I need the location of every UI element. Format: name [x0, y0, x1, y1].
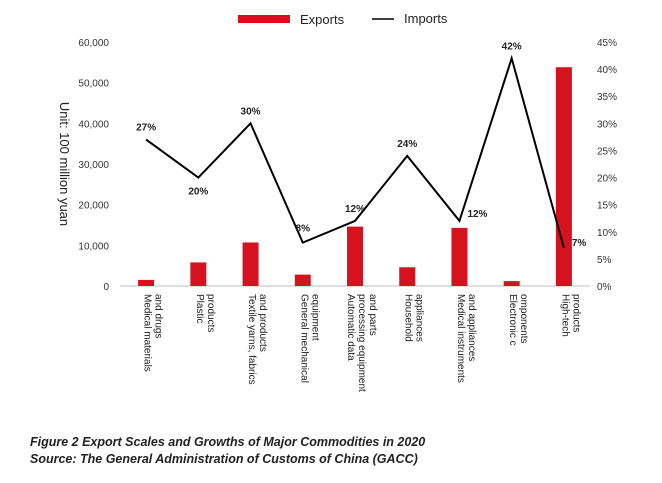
- x-tick-label-line: products: [570, 294, 581, 332]
- x-tick-label: General mechanical equipment: [298, 294, 320, 383]
- x-tick-label: Automatic data processing equipment and pa…: [345, 294, 378, 392]
- x-tick-label-line: High-tech: [559, 294, 570, 337]
- x-tick-label-line: Plastic: [194, 294, 205, 323]
- x-tick-label: Medical materials and drugs: [142, 294, 164, 372]
- y2-tick-label: 30%: [597, 119, 617, 130]
- data-label-imports: 7%: [572, 238, 587, 249]
- bar-exports: [242, 242, 259, 286]
- x-tick-label-line: and products: [257, 294, 268, 352]
- data-label-imports: 24%: [397, 139, 417, 150]
- x-tick-label-line: processing equipment: [356, 294, 367, 392]
- data-label-imports: 30%: [241, 106, 261, 117]
- y-tick-label: 0: [103, 282, 109, 293]
- y2-tick-label: 35%: [597, 92, 617, 103]
- line-imports: [145, 54, 565, 249]
- y2-tick-label: 45%: [597, 38, 617, 49]
- data-label-imports: 12%: [467, 209, 487, 220]
- x-tick-label-line: Medical instruments: [455, 294, 466, 383]
- data-label-imports: 42%: [502, 41, 522, 52]
- y2-tick-label: 25%: [597, 146, 617, 157]
- data-label-imports: 20%: [188, 187, 208, 198]
- x-tick-label: Electronic c omponents: [507, 294, 529, 346]
- y-tick-label: 30,000: [78, 160, 109, 171]
- y2-tick-label: 0%: [597, 282, 612, 293]
- y2-tick-label: 15%: [597, 201, 617, 212]
- x-tick-label-line: and parts: [367, 294, 378, 336]
- bar-exports: [399, 267, 416, 286]
- bar-exports: [451, 227, 468, 286]
- bar-exports: [347, 226, 363, 286]
- y-tick-label: 20,000: [78, 201, 109, 212]
- y2-tick-label: 5%: [597, 255, 612, 266]
- x-tick-label-line: Medical materials: [142, 294, 153, 372]
- x-tick-label: Medical instruments and appliances: [455, 294, 477, 383]
- y2-tick-label: 40%: [597, 65, 617, 76]
- y-tick-label: 50,000: [78, 79, 109, 90]
- data-label-imports: 12%: [345, 204, 365, 215]
- caption-title: Figure 2 Export Scales and Growths of Ma…: [30, 435, 426, 449]
- x-tick-label-line: Automatic data: [345, 294, 356, 361]
- legend-label-exports: Exports: [300, 12, 345, 27]
- x-tick-label: Plastic products: [194, 294, 216, 332]
- y-tick-label: 60,000: [78, 38, 109, 49]
- x-tick-label-line: Textile yarns, fabrics: [246, 294, 257, 385]
- y-tick-label: 10,000: [78, 241, 109, 252]
- x-tick-label-line: Electronic c: [507, 294, 518, 346]
- data-label-imports: 27%: [136, 123, 156, 134]
- bar-exports: [294, 274, 311, 286]
- x-tick-label: Household appliances: [403, 294, 425, 342]
- x-tick-label-line: Household: [403, 294, 414, 342]
- bar-exports: [503, 281, 520, 286]
- legend-swatch-exports: [238, 15, 290, 23]
- x-tick-label-line: omponents: [518, 294, 529, 343]
- x-tick-label-line: General mechanical: [298, 294, 309, 383]
- y2-tick-label: 10%: [597, 228, 617, 239]
- x-tick-label-line: and drugs: [153, 294, 164, 338]
- bar-exports: [555, 67, 572, 286]
- chart: 0 10,000 20,000 30,000 40,000 50,000 60,000 0% 5…: [57, 11, 617, 392]
- data-label-imports: 8%: [296, 224, 311, 235]
- y-axis-label: Unit: 100 million yuan: [57, 102, 72, 226]
- legend-label-imports: Imports: [404, 11, 448, 26]
- x-tick-label-line: products: [205, 294, 216, 332]
- y2-tick-label: 20%: [597, 174, 617, 185]
- bar-exports: [138, 279, 155, 286]
- x-tick-label: Textile yarns, fabrics and products: [246, 294, 268, 385]
- bar-exports: [190, 262, 207, 286]
- x-tick-label-line: appliances: [414, 294, 425, 342]
- figure-caption: Figure 2 Export Scales and Growths of Ma…: [30, 434, 425, 468]
- x-tick-label-line: equipment: [309, 294, 320, 341]
- y-tick-label: 40,000: [78, 119, 109, 130]
- x-tick-label: High-tech products: [559, 294, 581, 337]
- x-tick-label-line: and appliances: [466, 294, 477, 361]
- caption-source: Source: The General Administration of Cu…: [30, 452, 418, 466]
